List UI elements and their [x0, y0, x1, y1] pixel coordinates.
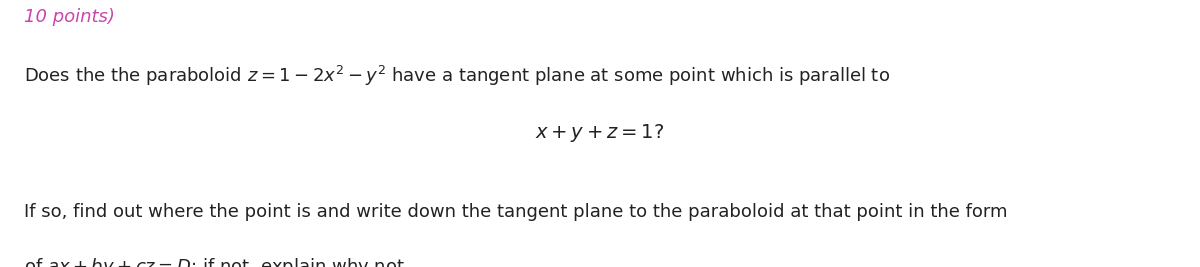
Text: of $ax + by + cz = D$; if not, explain why not.: of $ax + by + cz = D$; if not, explain w…	[24, 256, 409, 267]
Text: Does the the paraboloid $z = 1 - 2x^2 - y^2$ have a tangent plane at some point : Does the the paraboloid $z = 1 - 2x^2 - …	[24, 64, 890, 88]
Text: If so, find out where the point is and write down the tangent plane to the parab: If so, find out where the point is and w…	[24, 203, 1008, 221]
Text: $x + y + z = 1?$: $x + y + z = 1?$	[535, 123, 665, 144]
Text: 10 points): 10 points)	[24, 8, 115, 26]
